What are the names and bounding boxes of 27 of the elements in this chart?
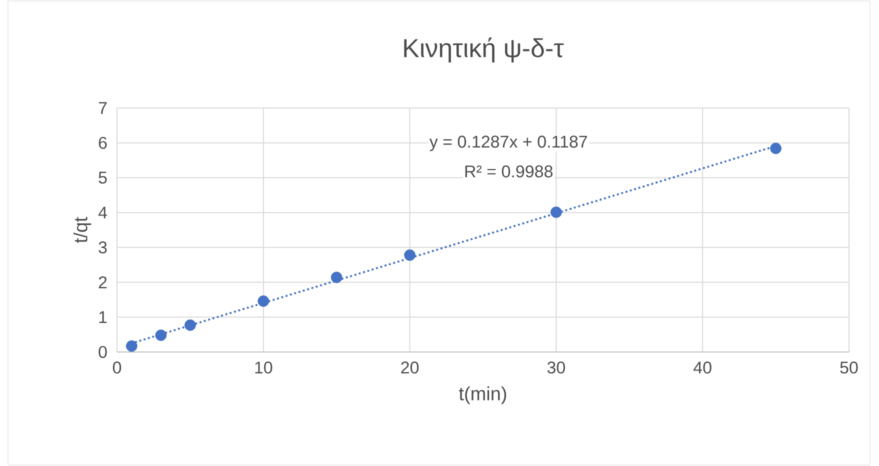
point	[258, 295, 270, 307]
y-tick-label: 1	[99, 311, 107, 323]
x-tick-label: 30	[547, 362, 565, 374]
x-tick-label: 20	[401, 362, 419, 374]
chart-title: Κινητική ψ-δ-τ	[404, 38, 564, 62]
x-axis-title: t(min)	[459, 386, 506, 404]
y-tick-label: 3	[98, 241, 107, 254]
annotation: R² = 0.9988	[465, 165, 553, 178]
point	[330, 272, 342, 284]
annotation: y = 0.1287x + 0.1187	[429, 136, 587, 152]
x-tick-label: 0	[112, 362, 122, 374]
point	[126, 340, 138, 352]
point	[550, 206, 562, 218]
point	[155, 330, 167, 341]
y-tick-label: 6	[98, 136, 107, 149]
point	[770, 142, 782, 154]
y-tick-label: 2	[98, 276, 107, 288]
y-tick-label: 4	[98, 206, 107, 218]
y-tick-label: 5	[98, 172, 107, 184]
y-tick-label: 7	[98, 102, 107, 114]
x-tick-label: 50	[840, 362, 858, 374]
x-tick-label: 10	[255, 362, 272, 374]
point	[404, 249, 416, 261]
x-tick-label: 40	[694, 362, 712, 374]
point	[184, 319, 196, 331]
y-axis-title: t/qt	[73, 216, 92, 243]
y-tick-label: 0	[98, 346, 107, 358]
